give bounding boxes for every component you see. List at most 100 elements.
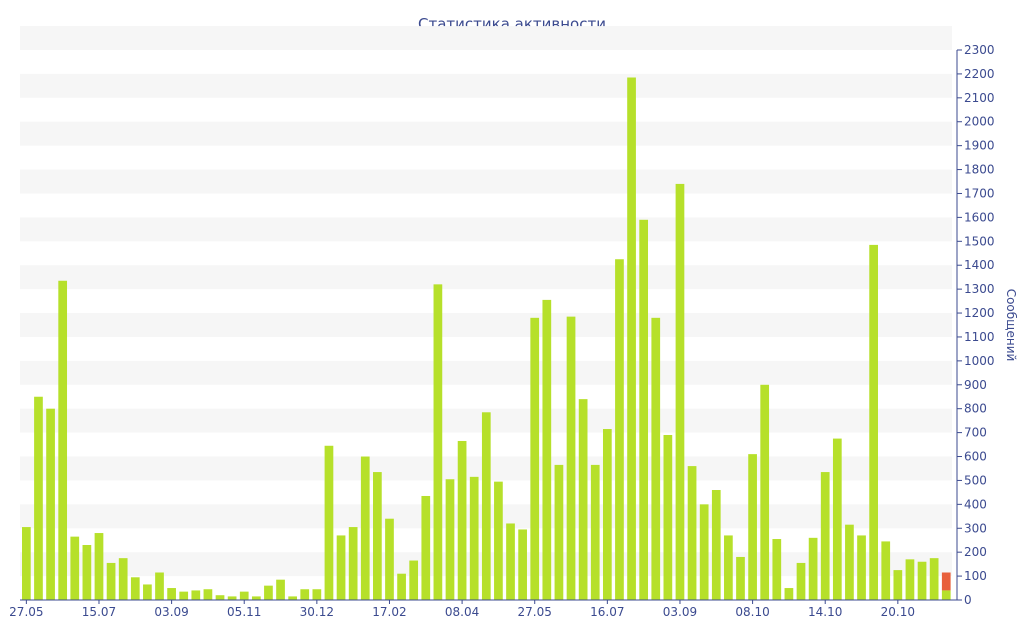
y-tick-label: 1400 (964, 258, 995, 272)
y-axis: 0 100 200 300 400 500 600 700 800 900 1000 1100 1200… (956, 43, 995, 607)
bar[interactable] (324, 445, 334, 600)
bar[interactable] (845, 524, 854, 600)
bar[interactable] (748, 454, 757, 600)
bar[interactable] (699, 504, 709, 600)
grid-band (20, 217, 952, 242)
bar[interactable] (639, 219, 649, 601)
bar[interactable] (760, 384, 770, 600)
bar[interactable] (578, 399, 588, 600)
bar[interactable] (34, 396, 43, 600)
bar[interactable] (566, 316, 576, 600)
bar[interactable] (46, 408, 55, 600)
bar[interactable] (239, 591, 249, 600)
bar[interactable] (857, 535, 866, 600)
bar[interactable] (385, 518, 394, 600)
bar[interactable] (143, 584, 152, 600)
bar[interactable] (373, 472, 382, 600)
bar[interactable] (941, 590, 951, 600)
bar[interactable] (457, 440, 467, 600)
bar[interactable] (893, 570, 903, 600)
bar[interactable] (227, 596, 237, 600)
bar[interactable] (796, 562, 806, 600)
bar[interactable] (421, 495, 431, 600)
bar[interactable] (155, 572, 164, 601)
bar[interactable] (481, 412, 491, 600)
bar[interactable] (288, 596, 298, 600)
bar[interactable] (627, 77, 636, 601)
bar[interactable] (530, 317, 540, 600)
bar[interactable] (191, 590, 201, 600)
bar[interactable] (615, 259, 624, 600)
bar[interactable] (554, 464, 564, 600)
y-tick-label: 1600 (964, 210, 995, 224)
bar[interactable] (687, 466, 697, 600)
grid-band (20, 169, 952, 194)
bar[interactable] (663, 435, 673, 600)
bar[interactable] (118, 558, 128, 600)
bar[interactable] (869, 244, 878, 601)
bar[interactable] (929, 558, 939, 600)
bar[interactable] (251, 596, 261, 600)
bar[interactable] (203, 589, 213, 600)
x-axis: 27.05 15.07 03.09 05.11 30.12 17.02 08.04 27.05… (9, 599, 957, 619)
bar-highlight[interactable] (941, 572, 951, 591)
bar[interactable] (70, 536, 80, 600)
bar[interactable] (94, 533, 104, 600)
bar[interactable] (409, 560, 419, 600)
bar[interactable] (348, 527, 358, 600)
bar[interactable] (130, 577, 140, 600)
x-tick-label: 20.10 (881, 605, 915, 619)
bar[interactable] (336, 535, 346, 600)
bar[interactable] (276, 579, 285, 600)
bar[interactable] (881, 541, 891, 600)
bar[interactable] (602, 429, 612, 600)
bar[interactable] (264, 585, 273, 600)
bar[interactable] (469, 476, 479, 600)
x-tick-label: 17.02 (372, 605, 406, 619)
bar[interactable] (167, 588, 176, 600)
bar[interactable] (312, 589, 322, 600)
bar[interactable] (106, 562, 116, 600)
bar[interactable] (506, 523, 515, 600)
grid-band (20, 26, 952, 50)
bar[interactable] (917, 561, 927, 600)
bar[interactable] (542, 299, 552, 600)
bar[interactable] (772, 539, 782, 600)
bar[interactable] (445, 479, 455, 600)
bar[interactable] (58, 280, 68, 600)
bar[interactable] (808, 537, 818, 600)
y-tick-label: 200 (964, 545, 987, 559)
bar[interactable] (179, 591, 189, 600)
y-tick-label: 300 (964, 521, 987, 535)
x-tick-label: 14.10 (808, 605, 842, 619)
bar[interactable] (397, 573, 406, 600)
bar[interactable] (820, 472, 830, 600)
y-tick-label: 2200 (964, 67, 995, 81)
bar[interactable] (736, 556, 745, 600)
bar[interactable] (651, 317, 661, 600)
x-tick-label: 08.10 (735, 605, 769, 619)
bar[interactable] (905, 559, 915, 600)
bar[interactable] (711, 490, 721, 600)
bar[interactable] (360, 456, 370, 600)
bar[interactable] (300, 589, 310, 600)
bar[interactable] (784, 588, 794, 600)
x-tick-label: 03.09 (154, 605, 188, 619)
grid-band (20, 313, 952, 337)
bar[interactable] (82, 545, 92, 600)
bar[interactable] (590, 464, 600, 600)
y-tick-label: 1900 (964, 139, 995, 153)
bar[interactable] (494, 481, 503, 600)
bars (22, 77, 951, 601)
y-tick-label: 800 (964, 402, 987, 416)
bar[interactable] (433, 284, 443, 600)
bar[interactable] (832, 438, 842, 600)
bar[interactable] (22, 527, 31, 600)
bar[interactable] (724, 535, 733, 600)
bar[interactable] (215, 595, 225, 600)
bar[interactable] (675, 183, 685, 601)
bar[interactable] (518, 529, 527, 600)
y-tick-label: 700 (964, 426, 987, 440)
y-tick-label: 2100 (964, 91, 995, 105)
